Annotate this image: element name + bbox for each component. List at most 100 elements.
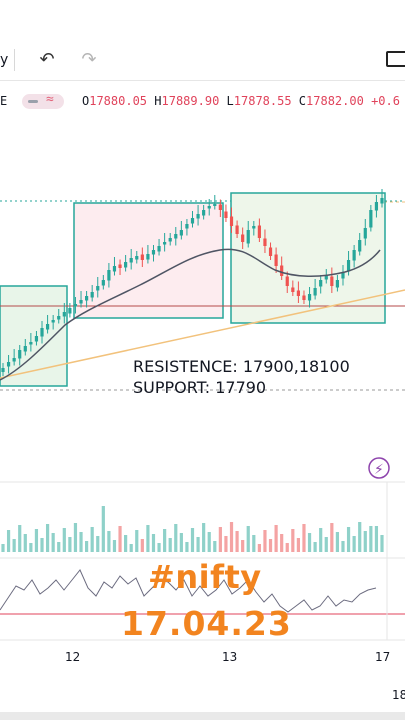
volume-bar — [235, 531, 239, 552]
trend-line[interactable] — [0, 289, 405, 379]
volume-bar — [6, 530, 11, 552]
candle-body — [112, 266, 117, 272]
volume-bar — [190, 528, 195, 552]
time-axis-label-18: 18 — [392, 688, 405, 702]
volume-bar — [341, 541, 345, 552]
range-box-middle[interactable] — [73, 202, 224, 319]
candle-body — [213, 204, 217, 206]
candle-body — [163, 242, 167, 245]
top-bar — [0, 0, 405, 42]
volume-bar — [363, 531, 367, 552]
volume-bar — [57, 542, 61, 552]
range-box-right[interactable] — [230, 192, 386, 324]
volume-bar — [241, 540, 245, 552]
candle-body — [263, 238, 267, 246]
volume-bar — [124, 535, 128, 552]
volume-bar — [34, 529, 39, 552]
open-label: O — [82, 94, 90, 108]
candle-body — [129, 258, 133, 263]
volume-bar — [196, 537, 200, 552]
candle-body — [352, 250, 356, 261]
resistance-annotation[interactable]: RESISTENCE: 17900,18100 — [133, 357, 350, 376]
candle-body — [319, 280, 323, 287]
volume-bar — [179, 533, 183, 552]
wave-icon: ≈ — [46, 92, 54, 107]
volume-bar — [79, 532, 83, 552]
volume-bar — [358, 522, 362, 552]
time-axis-label-17: 17 — [375, 650, 391, 664]
volume-bar — [274, 525, 278, 552]
candle-body — [196, 214, 200, 219]
candle-body — [291, 287, 295, 292]
volume-bar — [90, 527, 94, 552]
candle-body — [218, 204, 222, 210]
volume-bar — [380, 535, 384, 552]
support-annotation[interactable]: SUPPORT: 17790 — [133, 378, 266, 397]
close-label: C — [298, 94, 307, 108]
low-value: 17878.55 — [233, 94, 292, 108]
volume-bar — [252, 535, 256, 552]
volume-bar — [302, 524, 306, 552]
candle-body — [296, 290, 300, 296]
toolbar-partial-label[interactable]: y — [0, 52, 9, 68]
price-chart[interactable]: RESISTENCE: 17900,18100 SUPPORT: 17790 ⚡ — [0, 110, 405, 690]
bottom-bar — [0, 712, 405, 720]
volume-bar — [218, 527, 222, 552]
volume-bar — [263, 530, 267, 552]
candle-body — [51, 320, 55, 323]
volume-bar — [12, 539, 16, 552]
undo-icon[interactable]: ↶ — [39, 48, 55, 70]
volume-bar — [135, 530, 139, 552]
candle-body — [85, 296, 89, 301]
toolbar-divider — [14, 49, 15, 71]
candle-body — [57, 316, 61, 320]
low-label: L — [226, 94, 234, 108]
time-axis-label-13: 13 — [222, 650, 238, 664]
candle-body — [268, 247, 273, 256]
volume-bar — [346, 527, 351, 552]
candle-body — [34, 336, 39, 342]
chart-toolbar — [0, 42, 405, 81]
candle-body — [185, 224, 189, 229]
candle-body — [257, 225, 261, 238]
volume-bar — [268, 539, 273, 552]
fullscreen-icon[interactable] — [386, 51, 405, 67]
volume-bar — [229, 522, 234, 552]
candle-body — [18, 350, 22, 359]
candle-body — [29, 342, 33, 345]
indicator-toggle[interactable]: ≈ — [22, 92, 64, 109]
candle-body — [241, 234, 245, 242]
candle-body — [369, 210, 373, 228]
volume-bar — [62, 528, 66, 552]
candle-body — [374, 202, 379, 211]
date-overlay: 17.04.23 — [121, 604, 292, 643]
volume-bar — [1, 544, 5, 552]
range-box-left[interactable] — [0, 285, 68, 387]
volume-bar — [369, 526, 373, 552]
candle-body — [124, 262, 128, 268]
volume-bar — [296, 538, 300, 552]
candle-body — [68, 308, 72, 314]
candle-body — [45, 324, 50, 330]
legend-values: O17880.05 H17889.90 L17878.55 C17882.00 … — [82, 94, 400, 108]
candle-body — [140, 254, 144, 260]
candle-body — [335, 280, 340, 288]
candle-body — [307, 294, 312, 301]
volume-bars — [1, 506, 384, 552]
volume-bar — [335, 532, 340, 552]
volume-bar — [68, 537, 72, 552]
candle-body — [151, 250, 156, 255]
candle-body — [179, 230, 183, 236]
volume-bar — [257, 544, 261, 552]
candle-body — [252, 226, 256, 229]
legend-symbol-suffix: E — [0, 94, 8, 108]
lightning-alert-icon[interactable] — [368, 457, 390, 479]
candle-body — [90, 292, 94, 298]
candle-body — [341, 272, 345, 279]
volume-bar — [168, 538, 172, 552]
redo-icon[interactable]: ↷ — [81, 48, 97, 70]
candle-body — [330, 276, 334, 286]
volume-bar — [174, 524, 178, 552]
time-axis-label-12: 12 — [65, 650, 81, 664]
volume-bar — [96, 536, 100, 552]
